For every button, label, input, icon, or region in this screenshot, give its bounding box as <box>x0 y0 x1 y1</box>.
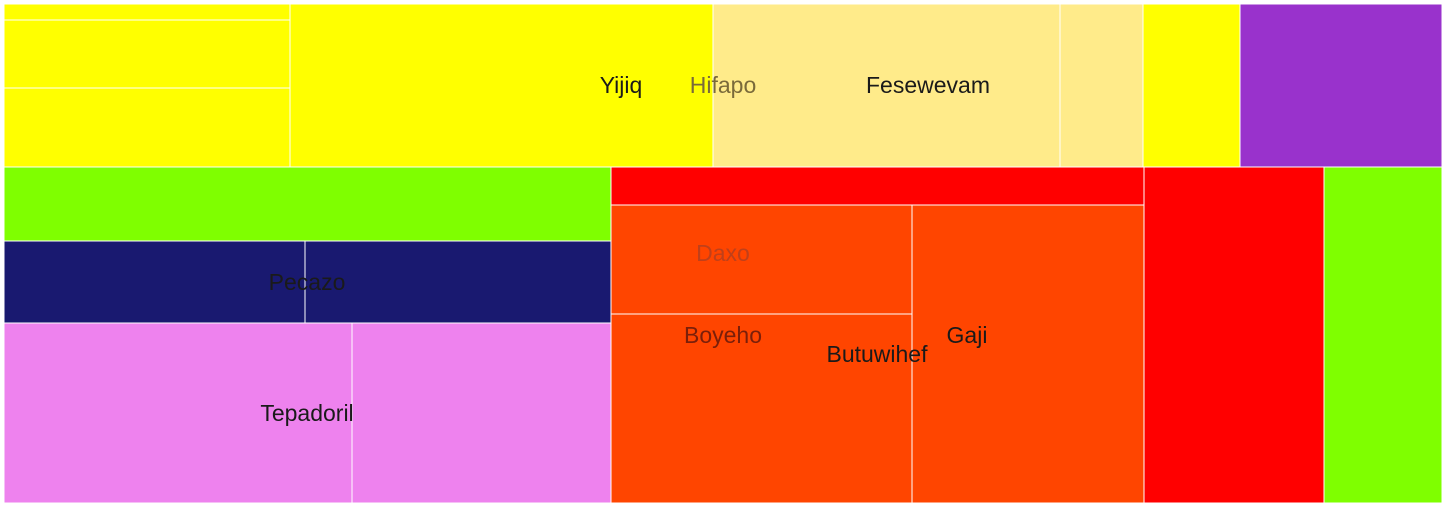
label-hifapo: Hifapo <box>690 72 756 98</box>
cell-daxo <box>610 204 913 315</box>
cell-pecazo-right <box>304 240 612 324</box>
treemap-labels: Yijiq Hifapo Fesewevam Pecazo Tepadoril … <box>260 72 990 426</box>
cell-tepadoril-left <box>3 322 353 504</box>
cell-fesewevam-main <box>712 3 1061 168</box>
cell-yellow-right <box>1142 3 1241 168</box>
cell-purple <box>1239 3 1443 168</box>
label-gaji: Gaji <box>947 322 988 348</box>
label-tepadoril: Tepadoril <box>260 400 353 426</box>
cell-tepadoril-right <box>351 322 612 504</box>
cell-pecazo-left <box>3 240 306 324</box>
label-boyeho: Boyeho <box>684 322 762 348</box>
label-fesewevam: Fesewevam <box>866 72 990 98</box>
cell-lime-left <box>3 166 612 242</box>
label-pecazo: Pecazo <box>269 269 346 295</box>
cell-yijiq-left-lower <box>3 87 291 168</box>
cell-boyeho <box>610 313 913 504</box>
cell-red-right <box>1143 166 1325 504</box>
cell-lime-right <box>1323 166 1443 504</box>
cell-yijiq-top-strip <box>3 3 291 21</box>
label-daxo: Daxo <box>696 240 750 266</box>
cell-fesewevam-small <box>1059 3 1144 168</box>
cell-yijiq-left-upper <box>3 19 291 89</box>
cell-yijiq-main <box>289 3 714 168</box>
treemap-cells <box>3 3 1443 504</box>
label-butuwihef: Butuwihef <box>826 341 928 367</box>
cell-gaji <box>911 204 1145 504</box>
label-yijiq: Yijiq <box>600 72 643 98</box>
cell-red-strip <box>610 166 1145 206</box>
